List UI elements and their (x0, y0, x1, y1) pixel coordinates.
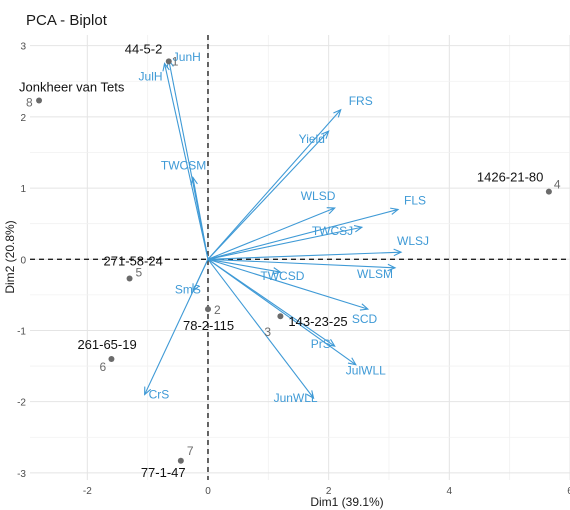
y-tick-label: 1 (20, 184, 26, 195)
individual-index-label: 7 (187, 444, 194, 458)
variable-arrow (207, 109, 342, 260)
variable-arrowhead (393, 248, 403, 257)
variable-label: TWCSD (260, 269, 304, 283)
variable-arrow (207, 258, 315, 399)
variable-arrowhead (387, 263, 397, 272)
variable-arrowhead (306, 390, 315, 400)
variable-arrow (207, 258, 357, 366)
axis-ticks: -2 0 2 4 6 -3 -2 -1 0 1 2 3 (17, 42, 570, 497)
y-tick-label: -2 (17, 398, 26, 409)
x-tick-label: 2 (326, 486, 332, 497)
variable-arrowhead (333, 108, 342, 118)
variable-label: TWCSM (161, 158, 206, 172)
variable-label: FLS (404, 193, 426, 207)
variable-arrow (164, 63, 209, 260)
individual-index-label: 2 (214, 303, 221, 317)
variable-arrowhead (326, 339, 336, 347)
y-tick-label: -1 (17, 326, 26, 337)
variable-arrow (207, 207, 335, 260)
variable-arrowhead (390, 207, 400, 215)
individual-name-label: 78-2-115 (183, 318, 234, 333)
variable-label: WLSD (301, 189, 336, 203)
individual-point (545, 188, 552, 195)
variable-arrow (207, 130, 330, 260)
x-tick-label: 6 (567, 486, 570, 497)
individual-index-label: 3 (264, 325, 271, 339)
variable-label: JulH (139, 69, 163, 83)
variable-label: FRS (349, 94, 373, 108)
individual-point (177, 457, 184, 464)
individual-name-label: 143-23-25 (288, 314, 347, 329)
y-tick-label: 0 (20, 255, 26, 266)
variable-arrowhead (272, 267, 282, 275)
individual-index-label: 8 (26, 96, 33, 110)
labels: JunH JulH FRS Yield TWCSM WLSD FLS TWCSJ WLSJ TWC… (19, 41, 561, 479)
variable-label: CrS (149, 388, 170, 402)
variable-arrowhead (190, 176, 198, 186)
individual-name-label: 261-65-19 (77, 337, 136, 352)
variable-arrow (207, 251, 402, 260)
individual-point (36, 97, 43, 104)
individual-name-label: 1426-21-80 (477, 170, 544, 185)
variable-label: TWCSJ (312, 224, 353, 238)
variable-arrowhead (321, 130, 330, 139)
x-tick-label: -2 (83, 486, 92, 497)
variable-label: SmS (175, 282, 201, 296)
variable-label: PrS (311, 337, 331, 351)
individual-index-label: 4 (554, 178, 561, 192)
chart-title: PCA - Biplot (26, 12, 108, 29)
individual-point (108, 355, 115, 362)
variable-arrow (207, 226, 362, 260)
variable-arrow (192, 177, 209, 260)
variable-arrowhead (326, 207, 336, 215)
individual-name-label: Jonkheer van Tets (19, 80, 125, 95)
reference-lines (30, 35, 570, 480)
variable-arrow (207, 208, 399, 260)
y-tick-label: 3 (20, 42, 26, 53)
x-axis-title: Dim1 (39.1%) (310, 495, 383, 509)
individual-point (277, 313, 284, 320)
variable-label: SCD (352, 312, 378, 326)
individual-index-label: 6 (99, 360, 106, 374)
grid (30, 35, 570, 480)
variable-arrows (144, 58, 403, 400)
individual-name-label: 271-58-24 (104, 254, 163, 269)
variable-label: WLSM (357, 267, 393, 281)
individual-index-label: 5 (136, 266, 143, 280)
variable-label: JunH (173, 50, 201, 64)
individual-point (165, 58, 172, 65)
variable-arrow (144, 259, 209, 395)
variable-arrow (207, 258, 369, 310)
individual-name-label: 77-1-47 (141, 465, 186, 480)
individual-name-label: 44-5-2 (125, 41, 163, 56)
y-tick-label: -3 (17, 469, 26, 480)
variable-arrowhead (347, 357, 357, 366)
y-axis-title: Dim2 (20.8%) (3, 220, 17, 293)
variable-arrowhead (359, 303, 370, 311)
individual-points (36, 58, 552, 464)
variable-label: WLSJ (397, 234, 429, 248)
x-tick-label: 4 (447, 486, 453, 497)
individual-point (126, 275, 133, 282)
variable-arrow (207, 258, 396, 269)
individual-index-label: 1 (172, 54, 179, 68)
x-tick-label: 0 (205, 486, 211, 497)
y-tick-label: 2 (20, 113, 26, 124)
variable-arrowhead (144, 386, 152, 396)
variable-arrowhead (162, 62, 170, 72)
individual-point (204, 306, 211, 313)
variable-arrow (207, 258, 281, 273)
variable-arrowhead (353, 224, 364, 233)
variable-label: JunWLL (274, 391, 318, 405)
variable-label: Yield (299, 132, 325, 146)
variable-label: JulWLL (346, 364, 386, 378)
